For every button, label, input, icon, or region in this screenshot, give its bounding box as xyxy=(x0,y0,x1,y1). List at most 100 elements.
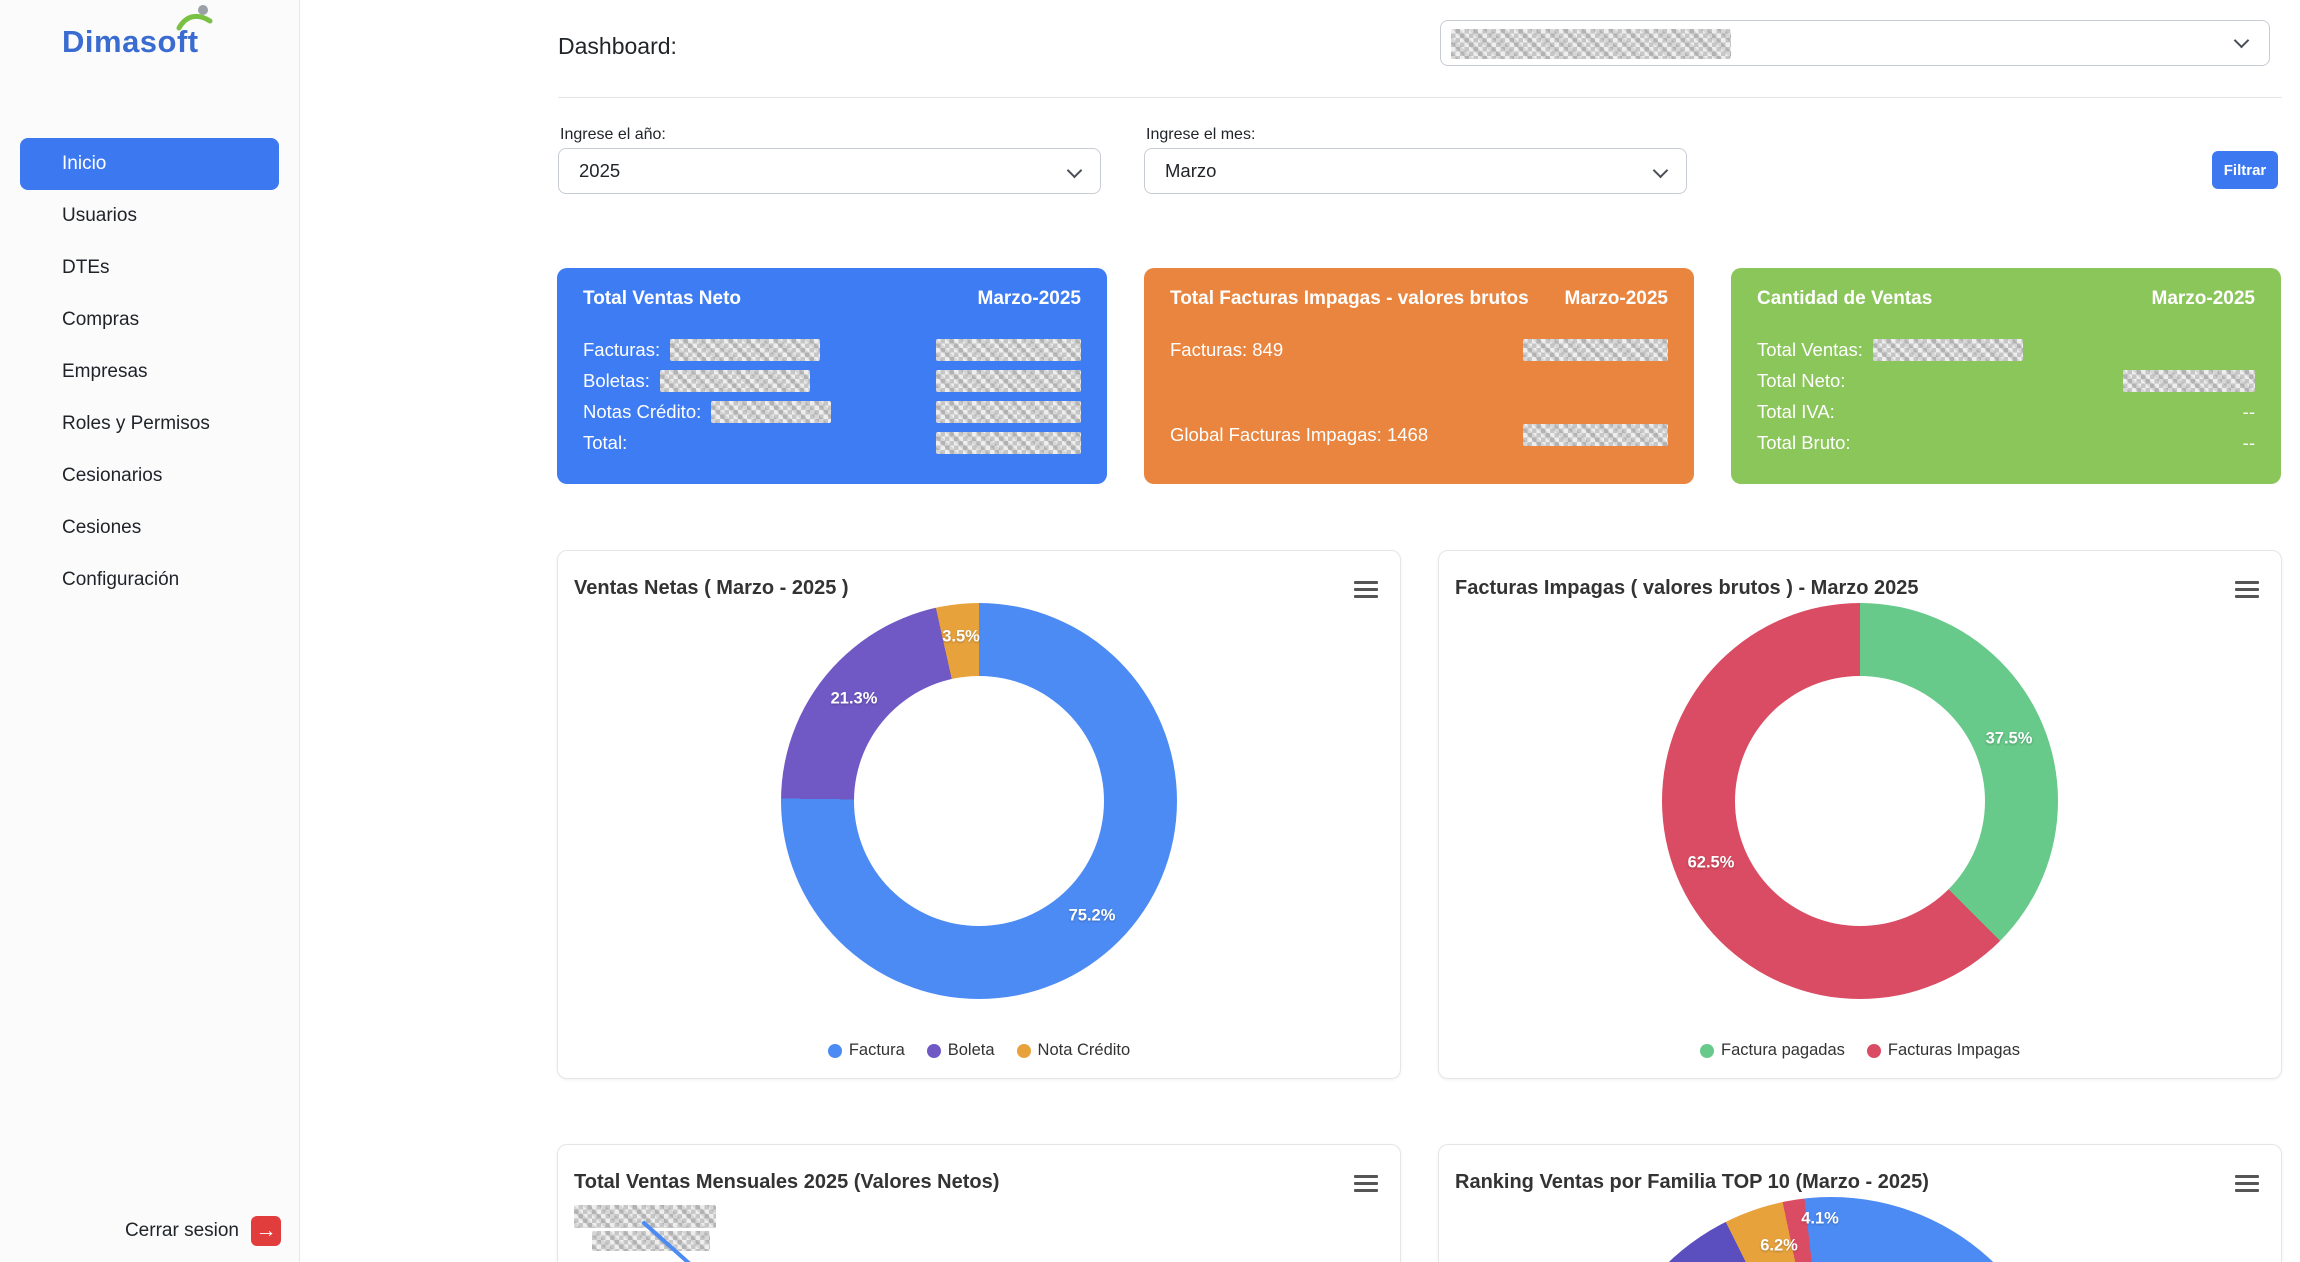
row-label: Global Facturas Impagas: 1468 xyxy=(1170,423,1429,445)
row-label: Facturas: 849 xyxy=(1170,338,1284,360)
pie-chart-ranking xyxy=(1596,1197,2066,1262)
sidebar-item-roles-y-permisos[interactable]: Roles y Permisos xyxy=(20,398,279,450)
row-label: Boletas: xyxy=(583,369,650,391)
header-divider xyxy=(558,97,2282,98)
donut-hole xyxy=(854,676,1104,926)
sidebar-item-usuarios[interactable]: Usuarios xyxy=(20,190,279,242)
redacted-value xyxy=(711,400,832,423)
legend-label: Factura xyxy=(848,1041,905,1059)
legend-label: Nota Crédito xyxy=(1037,1041,1131,1059)
legend-item[interactable]: Boleta xyxy=(926,1041,995,1060)
percent-label: 3.5% xyxy=(942,627,980,646)
redacted-value xyxy=(659,369,810,392)
sidebar-item-label: DTEs xyxy=(62,257,110,278)
sidebar-nav: Inicio Usuarios DTEs Compras Empresas Ro… xyxy=(0,138,299,606)
redacted-value xyxy=(1523,423,1668,446)
row-label: Total Bruto: xyxy=(1757,431,1851,453)
percent-label: 75.2% xyxy=(1068,906,1116,925)
card-title: Total Ventas Neto xyxy=(583,288,742,309)
legend-item[interactable]: Factura xyxy=(827,1041,905,1060)
sidebar-item-label: Usuarios xyxy=(62,205,137,226)
card-title: Total Facturas Impagas - valores brutos xyxy=(1170,288,1529,309)
legend-dot xyxy=(827,1043,842,1058)
chart-title: Total Ventas Mensuales 2025 (Valores Net… xyxy=(574,1171,1000,1193)
year-label: Ingrese el año: xyxy=(560,126,666,143)
card-row: Total Bruto: -- xyxy=(1757,427,2255,458)
row-label: Total IVA: xyxy=(1757,400,1835,422)
legend-dot xyxy=(926,1043,941,1058)
redacted-value xyxy=(2123,369,2255,392)
line-chart-segment xyxy=(642,1221,691,1262)
month-label: Ingrese el mes: xyxy=(1146,126,1256,143)
year-select[interactable]: 2025 xyxy=(558,148,1101,194)
sidebar-item-compras[interactable]: Compras xyxy=(20,294,279,346)
brand-name: Dimasoft xyxy=(62,24,199,59)
chart-title: Ventas Netas ( Marzo - 2025 ) xyxy=(574,577,849,599)
legend-item[interactable]: Factura pagadas xyxy=(1700,1041,1845,1060)
chart-menu-icon[interactable] xyxy=(2235,577,2259,602)
sidebar-item-configuracion[interactable]: Configuración xyxy=(20,554,279,606)
redacted-value xyxy=(592,1231,710,1251)
row-label: Total: xyxy=(583,431,628,453)
redacted-value xyxy=(574,1205,716,1228)
month-select[interactable]: Marzo xyxy=(1144,148,1687,194)
sidebar-item-cesionarios[interactable]: Cesionarios xyxy=(20,450,279,502)
donut-chart-facturas-impagas: 37.5% 62.5% xyxy=(1662,603,2058,999)
card-period: Marzo-2025 xyxy=(1564,288,1669,309)
chevron-down-icon xyxy=(1066,162,1083,179)
redacted-value xyxy=(936,369,1081,392)
chart-menu-icon[interactable] xyxy=(1354,1171,1378,1196)
legend-item[interactable]: Facturas Impagas xyxy=(1866,1041,2020,1060)
redacted-value xyxy=(1451,29,1731,59)
percent-label: 6.2% xyxy=(1760,1236,1798,1255)
brand-logo[interactable]: Dimasoft xyxy=(62,5,213,60)
card-row: Total IVA: -- xyxy=(1757,396,2255,427)
card-cantidad-ventas: Cantidad de Ventas Marzo-2025 Total Vent… xyxy=(1731,268,2281,484)
month-select-value: Marzo xyxy=(1165,160,1217,181)
card-row: Total: xyxy=(583,427,1081,458)
chart-legend: Factura Boleta Nota Crédito xyxy=(558,1041,1400,1060)
company-select[interactable] xyxy=(1440,20,2270,66)
card-row: Global Facturas Impagas: 1468 xyxy=(1170,419,1668,450)
redacted-value xyxy=(670,338,821,361)
row-value: -- xyxy=(2242,431,2255,453)
sidebar-item-dtes[interactable]: DTEs xyxy=(20,242,279,294)
legend-item[interactable]: Nota Crédito xyxy=(1016,1041,1131,1060)
card-facturas-impagas: Total Facturas Impagas - valores brutos … xyxy=(1144,268,1694,484)
card-row: Total Neto: xyxy=(1757,365,2255,396)
sidebar-item-label: Empresas xyxy=(62,361,148,382)
sidebar-item-label: Configuración xyxy=(62,569,180,590)
legend-label: Facturas Impagas xyxy=(1887,1041,2020,1059)
legend-dot xyxy=(1016,1043,1031,1058)
legend-dot xyxy=(1700,1043,1715,1058)
redacted-value xyxy=(936,431,1081,454)
chart-title: Ranking Ventas por Familia TOP 10 (Marzo… xyxy=(1455,1171,1929,1193)
chart-title: Facturas Impagas ( valores brutos ) - Ma… xyxy=(1455,577,1919,599)
chart-menu-icon[interactable] xyxy=(2235,1171,2259,1196)
logout-button[interactable]: Cerrar sesion → xyxy=(125,1216,281,1246)
chart-card-ranking-familia: Ranking Ventas por Familia TOP 10 (Marzo… xyxy=(1438,1144,2282,1262)
chart-card-facturas-impagas: Facturas Impagas ( valores brutos ) - Ma… xyxy=(1438,550,2282,1079)
redacted-value xyxy=(936,338,1081,361)
percent-label: 62.5% xyxy=(1687,853,1735,872)
card-title: Cantidad de Ventas xyxy=(1757,288,1933,309)
row-label: Notas Crédito: xyxy=(583,400,702,422)
year-select-value: 2025 xyxy=(579,160,621,181)
row-label: Total Neto: xyxy=(1757,369,1846,391)
chart-menu-icon[interactable] xyxy=(1354,577,1378,602)
percent-label: 4.1% xyxy=(1801,1209,1839,1228)
sidebar-item-label: Cesionarios xyxy=(62,465,163,486)
card-total-ventas-neto: Total Ventas Neto Marzo-2025 Facturas: B… xyxy=(557,268,1107,484)
card-row: Facturas: 849 xyxy=(1170,334,1668,365)
page-title: Dashboard: xyxy=(558,33,677,59)
sidebar-item-cesiones[interactable]: Cesiones xyxy=(20,502,279,554)
card-row: Notas Crédito: xyxy=(583,396,1081,427)
legend-dot xyxy=(1866,1043,1881,1058)
sidebar-item-inicio[interactable]: Inicio xyxy=(20,138,279,190)
card-period: Marzo-2025 xyxy=(977,288,1082,309)
sidebar-item-empresas[interactable]: Empresas xyxy=(20,346,279,398)
sidebar-item-label: Roles y Permisos xyxy=(62,413,210,434)
filtrar-button[interactable]: Filtrar xyxy=(2212,151,2278,189)
logout-exit-icon: → xyxy=(251,1216,281,1246)
brand-person-icon xyxy=(173,2,215,37)
